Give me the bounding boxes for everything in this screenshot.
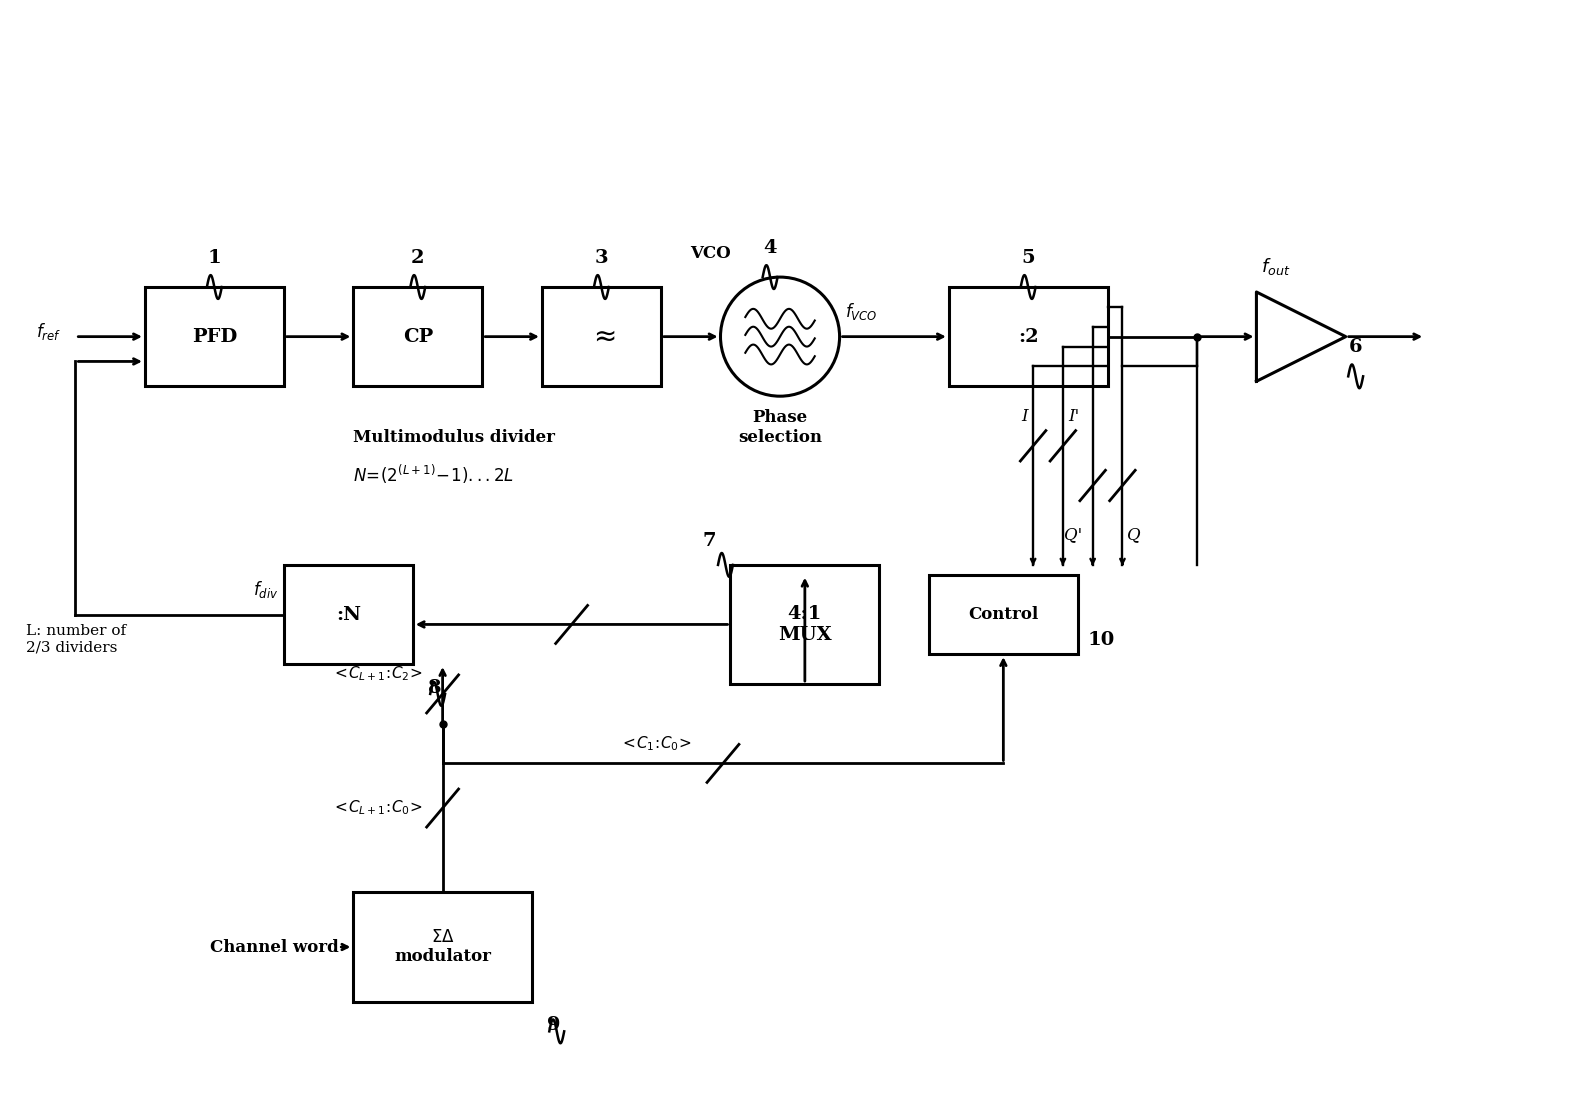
Text: Multimodulus divider: Multimodulus divider — [354, 429, 555, 445]
Text: 9: 9 — [547, 1017, 560, 1034]
Text: Control: Control — [968, 606, 1039, 623]
Text: $N\!=\!(2^{(L+1)}\!-\!1)...2L$: $N\!=\!(2^{(L+1)}\!-\!1)...2L$ — [354, 462, 514, 485]
Text: I: I — [1022, 408, 1028, 424]
Text: I': I' — [1067, 408, 1078, 424]
Text: $f_{VCO}$: $f_{VCO}$ — [844, 301, 877, 322]
Text: 4: 4 — [764, 240, 777, 257]
Bar — [145, 287, 285, 387]
Text: L: number of
2/3 dividers: L: number of 2/3 dividers — [25, 624, 126, 654]
Polygon shape — [1256, 292, 1346, 381]
Text: $\Sigma\Delta$
modulator: $\Sigma\Delta$ modulator — [395, 928, 490, 966]
Text: CP: CP — [402, 328, 432, 346]
Text: $f_{div}$: $f_{div}$ — [253, 579, 278, 600]
Text: 10: 10 — [1088, 631, 1115, 650]
Text: :N: :N — [336, 606, 362, 623]
Text: 4:1
MUX: 4:1 MUX — [778, 606, 832, 644]
Text: $f_{out}$: $f_{out}$ — [1261, 256, 1291, 277]
Text: VCO: VCO — [690, 245, 731, 262]
Bar — [949, 287, 1108, 387]
Text: 1: 1 — [208, 249, 222, 267]
Text: $<\!C_1\!:\!C_0\!>$: $<\!C_1\!:\!C_0\!>$ — [619, 735, 692, 754]
Text: $\approx$: $\approx$ — [588, 323, 615, 350]
Text: $<\!C_{L+1}\!:\!C_2\!>$: $<\!C_{L+1}\!:\!C_2\!>$ — [332, 665, 423, 683]
Text: Phase
selection: Phase selection — [737, 409, 822, 445]
Text: :2: :2 — [1017, 328, 1039, 346]
Text: $f_{ref}$: $f_{ref}$ — [36, 322, 61, 343]
Text: $<\!C_{L+1}\!:\!C_0\!>$: $<\!C_{L+1}\!:\!C_0\!>$ — [332, 799, 423, 818]
Text: 5: 5 — [1022, 249, 1034, 267]
Text: 6: 6 — [1349, 338, 1363, 357]
Text: Channel word: Channel word — [209, 938, 338, 956]
Bar — [354, 287, 483, 387]
Text: 2: 2 — [410, 249, 424, 267]
Bar — [285, 565, 413, 664]
Text: 7: 7 — [703, 532, 715, 550]
Text: 8: 8 — [428, 680, 442, 697]
Text: 3: 3 — [594, 249, 608, 267]
Text: PFD: PFD — [192, 328, 237, 346]
Bar — [731, 565, 879, 684]
Text: Q': Q' — [1064, 527, 1083, 544]
Bar — [354, 893, 531, 1001]
Bar — [929, 575, 1078, 654]
Bar — [542, 287, 660, 387]
Text: Q: Q — [1127, 527, 1141, 544]
